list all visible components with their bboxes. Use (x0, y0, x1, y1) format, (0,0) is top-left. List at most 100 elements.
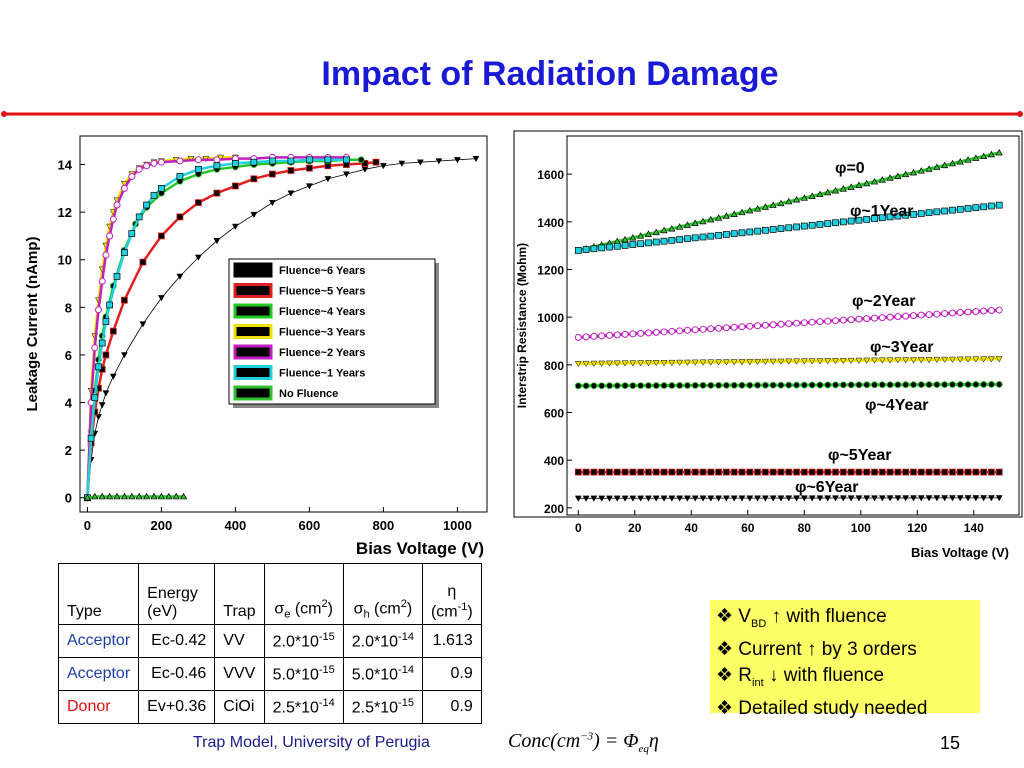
data-point (590, 468, 598, 476)
data-point (106, 492, 114, 500)
data-point (606, 382, 613, 390)
data-point (808, 358, 816, 365)
data-point (987, 307, 995, 315)
data-point (143, 162, 151, 170)
data-point (933, 495, 941, 502)
data-point (746, 495, 754, 502)
data-point (629, 382, 637, 390)
data-point (941, 381, 949, 388)
x-tick-label: 1000 (443, 518, 472, 533)
data-point (847, 316, 855, 324)
data-point (956, 356, 964, 363)
legend-label: Fluence~6 Years (279, 265, 365, 277)
y-tick-label: 0 (65, 491, 72, 506)
data-point (925, 495, 933, 502)
data-point (785, 224, 793, 232)
data-point (769, 495, 777, 502)
data-point (730, 381, 738, 389)
data-point (925, 311, 933, 319)
series-line (86, 156, 236, 498)
legend-swatch (233, 365, 273, 380)
data-point (816, 495, 824, 502)
data-point (668, 468, 676, 476)
x-tick-label: 60 (741, 521, 755, 535)
data-point (956, 158, 964, 165)
data-point (98, 402, 106, 409)
data-point (785, 320, 793, 328)
data-point (855, 495, 863, 502)
table-row: Acceptor Ec-0.42 VV 2.0*10-15 2.0*10-14 1.613 (57, 624, 482, 658)
data-point (691, 468, 699, 476)
data-point (180, 492, 188, 500)
legend-swatch (233, 385, 273, 401)
y-tick-label: 200 (544, 502, 564, 516)
data-point (754, 227, 761, 235)
data-point (590, 360, 598, 367)
table-header-cell: σh (cm2) (342, 563, 423, 625)
data-point (135, 213, 143, 221)
data-point (606, 243, 613, 251)
data-point (769, 321, 777, 329)
data-point (582, 382, 590, 390)
data-point (730, 359, 738, 366)
data-point (606, 495, 613, 502)
sigma-h-cell: 2.5*10-15 (342, 690, 423, 724)
data-point (582, 468, 590, 476)
data-point (652, 468, 660, 476)
data-point (590, 382, 598, 390)
data-point (801, 222, 808, 230)
data-point (231, 182, 239, 190)
data-point (684, 382, 691, 389)
data-point (824, 381, 832, 389)
note-item: ❖ Detailed study needed (716, 697, 928, 719)
data-point (941, 495, 949, 502)
data-point (135, 165, 143, 173)
data-point (738, 495, 746, 502)
table-header-cell: η (cm-1) (421, 563, 482, 625)
data-point (582, 360, 590, 368)
data-point (949, 206, 956, 214)
data-point (574, 333, 582, 341)
data-point (644, 329, 652, 337)
data-point (847, 468, 855, 476)
data-point (645, 468, 652, 476)
data-point (715, 231, 722, 239)
data-point (676, 359, 684, 367)
data-point (886, 313, 894, 321)
data-point (637, 360, 645, 367)
data-point (121, 296, 128, 304)
legend-label: Fluence~2 Years (279, 347, 365, 359)
data-point (652, 238, 660, 246)
y-tick-label: 1600 (537, 168, 564, 182)
data-point (863, 381, 871, 389)
data-point (925, 165, 933, 172)
data-point (871, 357, 878, 364)
data-point (902, 170, 910, 178)
right-chart-frame (566, 135, 1020, 516)
data-point (832, 219, 839, 227)
energy-cell: Ec-0.46 (138, 657, 216, 691)
data-point (777, 468, 785, 476)
trap-type-cell: Acceptor (57, 657, 140, 691)
x-tick-label: 0 (575, 521, 582, 535)
data-point (268, 199, 276, 207)
y-tick-label: 4 (65, 396, 73, 411)
data-point (785, 197, 793, 205)
formula-sup: −3 (580, 730, 594, 743)
y-tick-label: 6 (65, 348, 72, 363)
data-point (972, 204, 980, 211)
data-point (832, 468, 839, 476)
data-point (886, 174, 894, 181)
data-point (176, 173, 184, 180)
data-point (933, 356, 941, 364)
data-point (629, 241, 637, 248)
x-tick-label: 0 (84, 518, 91, 533)
data-point (777, 320, 785, 328)
sigma-e-cell: 2.0*10-15 (263, 624, 344, 658)
data-point (660, 360, 668, 367)
data-point (699, 495, 707, 502)
data-point (621, 330, 629, 338)
series-4 (574, 380, 1003, 390)
data-point (910, 381, 917, 389)
